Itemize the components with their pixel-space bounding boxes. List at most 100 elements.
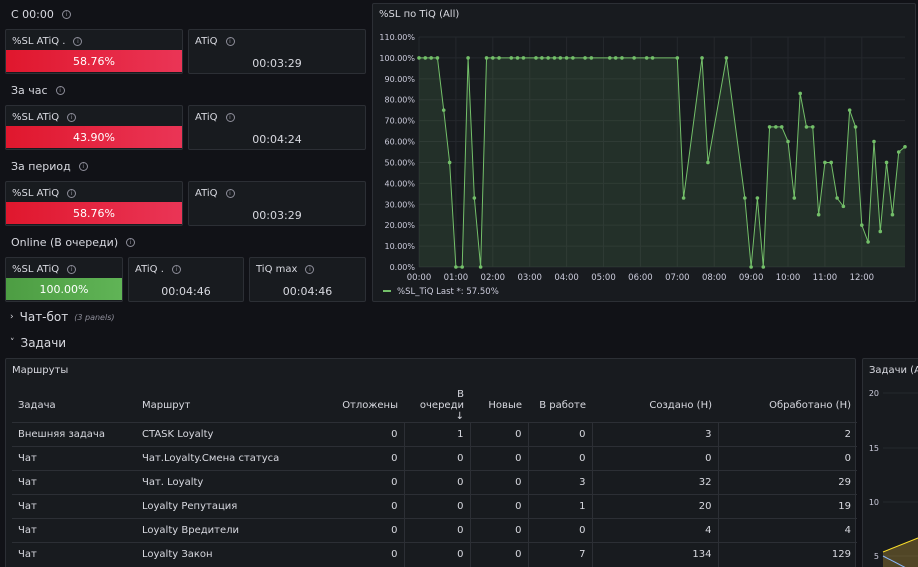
data-point[interactable]: [540, 56, 544, 60]
legend-item[interactable]: %SL_TiQ Last *: 57.50%: [397, 287, 499, 297]
data-point[interactable]: [460, 265, 464, 269]
info-icon[interactable]: i: [225, 189, 235, 198]
data-point[interactable]: [454, 265, 458, 269]
info-icon[interactable]: i: [73, 37, 83, 46]
data-point[interactable]: [847, 108, 852, 112]
data-point[interactable]: [558, 56, 563, 60]
data-point[interactable]: [675, 56, 680, 60]
data-point[interactable]: [816, 212, 821, 217]
data-point[interactable]: [552, 56, 557, 60]
data-point[interactable]: [761, 265, 766, 269]
data-point[interactable]: [447, 160, 452, 165]
data-point[interactable]: [423, 56, 428, 60]
data-point[interactable]: [884, 160, 889, 165]
stat-panel-tiq-max[interactable]: TiQ max i 00:04:46: [249, 257, 366, 302]
data-point[interactable]: [491, 56, 495, 60]
info-icon[interactable]: i: [305, 265, 315, 274]
column-header[interactable]: Отложены: [342, 400, 398, 411]
data-point[interactable]: [478, 265, 483, 269]
column-header[interactable]: Задача: [18, 400, 56, 411]
data-point[interactable]: [853, 125, 858, 129]
table-row[interactable]: Чат Чат. Loyalty 0 0 0 3 32 29: [12, 470, 857, 495]
info-icon[interactable]: i: [67, 189, 77, 198]
data-point[interactable]: [466, 56, 470, 60]
data-point[interactable]: [798, 91, 802, 96]
row-toggle-chatbot[interactable]: › Чат-бот (3 panels): [10, 310, 115, 324]
data-point[interactable]: [804, 125, 809, 129]
data-point[interactable]: [650, 56, 655, 60]
data-point[interactable]: [878, 229, 883, 234]
info-icon[interactable]: i: [171, 265, 181, 274]
info-icon[interactable]: i: [61, 10, 71, 19]
data-point[interactable]: [632, 56, 636, 60]
info-icon[interactable]: i: [126, 238, 136, 247]
row-toggle-tasks[interactable]: ˅ Задачи: [10, 336, 66, 350]
data-point[interactable]: [792, 196, 797, 200]
data-point[interactable]: [890, 212, 895, 217]
info-icon[interactable]: i: [67, 265, 77, 274]
data-point[interactable]: [706, 160, 710, 165]
data-point[interactable]: [521, 56, 526, 60]
data-point[interactable]: [860, 223, 864, 227]
data-point[interactable]: [779, 125, 784, 129]
data-point[interactable]: [724, 56, 729, 60]
table-row[interactable]: Внешняя задача CTASK Loyalty 0 1 0 0 3 2: [12, 422, 857, 447]
table-row[interactable]: Чат Loyalty Закон 0 0 0 7 134 129: [12, 542, 857, 567]
data-point[interactable]: [613, 56, 618, 60]
data-point[interactable]: [841, 204, 846, 209]
data-point[interactable]: [786, 139, 790, 144]
data-point[interactable]: [866, 240, 870, 244]
data-point[interactable]: [417, 56, 421, 60]
routes-panel[interactable]: Маршруты Задача Маршрут Отложены В очереди …: [5, 358, 857, 567]
chart-panel-sl-tiq[interactable]: %SL по TiQ (All) 0.00% 10.00% 20.00% 30.00%…: [372, 3, 916, 302]
stat-panel-atiq-c0000[interactable]: ATiQ i 00:03:29: [188, 29, 366, 74]
column-header[interactable]: Создано (Н): [649, 400, 712, 411]
data-point[interactable]: [534, 56, 538, 60]
stat-panel-sl-period[interactable]: %SL ATiQ i 58.76%: [5, 181, 183, 226]
data-point[interactable]: [589, 56, 594, 60]
data-point[interactable]: [681, 196, 686, 200]
data-point[interactable]: [515, 56, 520, 60]
column-header[interactable]: Новые: [488, 400, 522, 411]
stat-panel-sl-online[interactable]: %SL ATiQ i 100.00%: [5, 257, 123, 302]
data-point[interactable]: [546, 56, 550, 60]
data-point[interactable]: [743, 196, 747, 200]
data-point[interactable]: [835, 196, 839, 200]
stat-panel-sl-hour[interactable]: %SL ATiQ i 43.90%: [5, 105, 183, 150]
info-icon[interactable]: i: [55, 86, 65, 95]
data-point[interactable]: [700, 56, 704, 60]
data-point[interactable]: [472, 196, 477, 200]
stat-panel-atiq-period[interactable]: ATiQ i 00:03:29: [188, 181, 366, 226]
stat-panel-sl-c0000[interactable]: %SL ATiQ . i 58.76%: [5, 29, 183, 74]
stat-panel-atiq-online[interactable]: ATiQ . i 00:04:46: [128, 257, 244, 302]
data-point[interactable]: [429, 56, 433, 60]
data-point[interactable]: [571, 56, 575, 60]
data-point[interactable]: [564, 56, 569, 60]
data-point[interactable]: [509, 56, 514, 60]
info-icon[interactable]: i: [67, 113, 77, 122]
data-point[interactable]: [903, 144, 907, 149]
data-point[interactable]: [810, 125, 815, 129]
table-row[interactable]: Чат Чат.Loyalty.Смена статуса 0 0 0 0 0 0: [12, 446, 857, 471]
table-row[interactable]: Чат Loyalty Вредители 0 0 0 0 4 4: [12, 518, 857, 543]
data-point[interactable]: [435, 56, 440, 60]
data-point[interactable]: [644, 56, 649, 60]
column-header[interactable]: Обработано (Н): [769, 400, 851, 411]
data-point[interactable]: [607, 56, 612, 60]
data-point[interactable]: [872, 139, 876, 144]
data-point[interactable]: [896, 150, 901, 154]
data-point[interactable]: [583, 56, 587, 60]
data-point[interactable]: [823, 160, 827, 165]
data-point[interactable]: [497, 56, 501, 60]
info-icon[interactable]: i: [225, 37, 235, 46]
data-point[interactable]: [767, 125, 772, 129]
column-header[interactable]: В работе: [539, 400, 586, 411]
column-header[interactable]: В очереди ↓: [419, 389, 464, 422]
info-icon[interactable]: i: [225, 113, 235, 122]
data-point[interactable]: [484, 56, 489, 60]
column-header[interactable]: Маршрут: [142, 400, 191, 411]
data-point[interactable]: [620, 56, 624, 60]
data-point[interactable]: [749, 265, 753, 269]
tasks-panel[interactable]: Задачи (All) 20 15 10 5: [862, 358, 918, 567]
table-row[interactable]: Чат Loyalty Репутация 0 0 0 1 20 19: [12, 494, 857, 519]
